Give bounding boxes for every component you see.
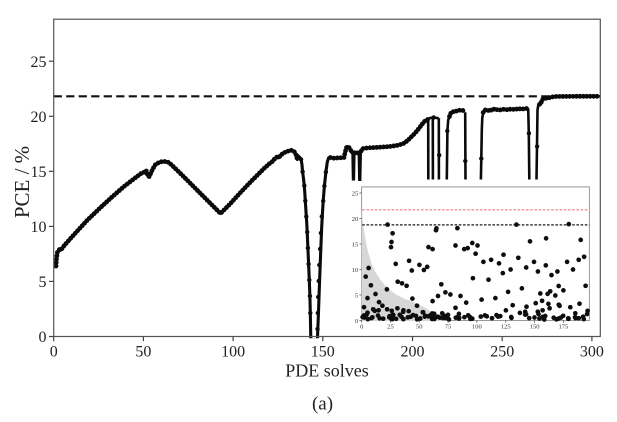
svg-text:200: 200: [401, 344, 425, 361]
svg-text:25: 25: [352, 190, 359, 197]
svg-text:10: 10: [31, 219, 47, 236]
svg-text:0: 0: [360, 323, 363, 330]
svg-text:125: 125: [501, 323, 511, 330]
svg-text:300: 300: [580, 344, 604, 361]
svg-text:250: 250: [490, 344, 514, 361]
svg-text:20: 20: [352, 216, 359, 223]
svg-text:PCE / %: PCE / %: [10, 146, 34, 218]
svg-text:(a): (a): [312, 394, 333, 415]
svg-text:10: 10: [352, 267, 359, 274]
svg-text:15: 15: [31, 164, 47, 181]
svg-text:75: 75: [445, 323, 452, 330]
svg-text:0: 0: [355, 318, 358, 325]
svg-text:150: 150: [311, 344, 335, 361]
svg-text:175: 175: [559, 323, 569, 330]
svg-text:25: 25: [387, 323, 394, 330]
svg-text:100: 100: [221, 344, 245, 361]
svg-text:PDE solves: PDE solves: [285, 361, 369, 381]
svg-text:20: 20: [31, 109, 47, 126]
svg-text:50: 50: [416, 323, 423, 330]
svg-text:5: 5: [355, 292, 358, 299]
svg-text:0: 0: [50, 344, 58, 361]
svg-text:150: 150: [530, 323, 540, 330]
svg-text:15: 15: [352, 241, 359, 248]
svg-text:5: 5: [39, 274, 47, 291]
svg-text:25: 25: [31, 54, 47, 71]
svg-text:50: 50: [135, 344, 151, 361]
svg-text:0: 0: [39, 329, 47, 346]
svg-text:100: 100: [472, 323, 482, 330]
